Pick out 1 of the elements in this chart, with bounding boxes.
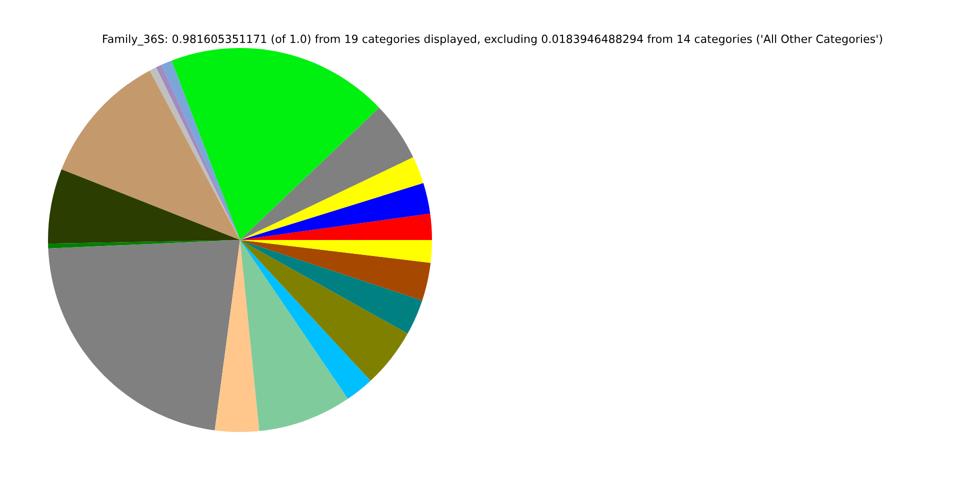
text: Family_36S: 0.981605351171 (of 1.0) from 19 categories displayed, excluding 0.0183946488294 from 14 categories ('All Other Categories') [103, 34, 882, 46]
